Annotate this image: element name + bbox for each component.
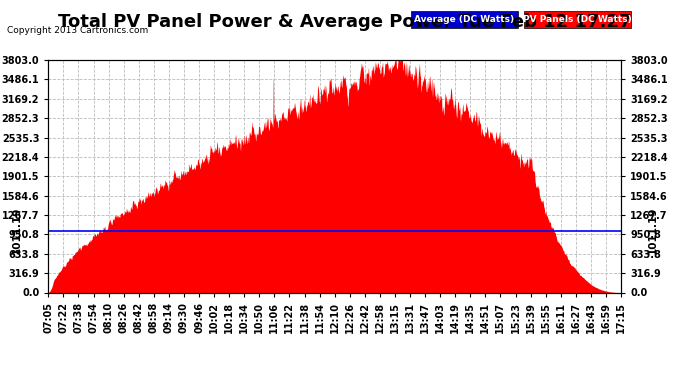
Text: Total PV Panel Power & Average Power Tue Feb 12 17:27: Total PV Panel Power & Average Power Tue… — [58, 13, 632, 31]
Text: 1011.19: 1011.19 — [12, 207, 22, 254]
Text: Copyright 2013 Cartronics.com: Copyright 2013 Cartronics.com — [7, 26, 148, 35]
Text: 1011.19: 1011.19 — [647, 207, 658, 254]
Text: PV Panels (DC Watts): PV Panels (DC Watts) — [523, 15, 632, 24]
Text: Average (DC Watts): Average (DC Watts) — [413, 15, 514, 24]
